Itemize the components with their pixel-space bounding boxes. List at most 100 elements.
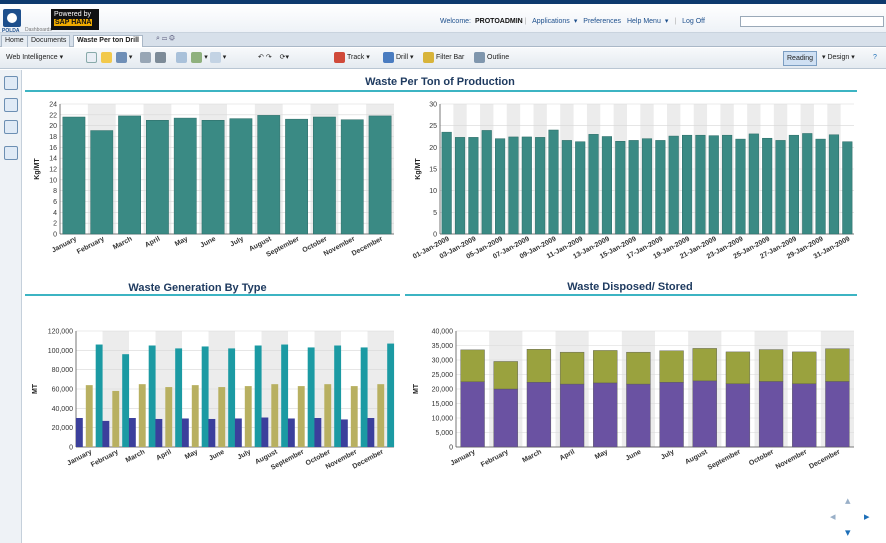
stacked-bar-segment[interactable] bbox=[460, 381, 485, 448]
bar[interactable] bbox=[173, 117, 197, 235]
help-menu[interactable]: Help Menu bbox=[626, 18, 661, 25]
stacked-bar-segment[interactable] bbox=[593, 350, 618, 384]
track-button[interactable]: Track ▾ bbox=[334, 51, 370, 66]
stacked-bar-segment[interactable] bbox=[626, 383, 651, 448]
stacked-bar-segment[interactable] bbox=[659, 382, 684, 448]
stacked-bar-segment[interactable] bbox=[526, 382, 552, 448]
bar[interactable] bbox=[201, 120, 225, 235]
stacked-bar-segment[interactable] bbox=[758, 381, 784, 448]
bar[interactable] bbox=[735, 138, 746, 235]
bar[interactable] bbox=[788, 134, 799, 235]
stacked-bar-segment[interactable] bbox=[792, 351, 817, 384]
grouped-bar[interactable] bbox=[112, 390, 120, 447]
tab-documents[interactable]: Documents bbox=[27, 35, 71, 47]
bar[interactable] bbox=[62, 116, 86, 235]
grouped-bar[interactable] bbox=[85, 385, 93, 447]
bar[interactable] bbox=[815, 138, 826, 235]
save-icon[interactable] bbox=[115, 51, 127, 63]
bar[interactable] bbox=[313, 116, 336, 235]
data-icon[interactable] bbox=[4, 146, 18, 160]
undo-icon[interactable]: ↶ bbox=[258, 54, 264, 61]
refresh-icon[interactable]: ⟳ bbox=[279, 54, 286, 61]
bar[interactable] bbox=[682, 134, 693, 235]
bar[interactable] bbox=[90, 130, 114, 235]
grouped-bar[interactable] bbox=[334, 345, 342, 448]
drill-button[interactable]: Drill ▾ bbox=[383, 51, 414, 66]
grouped-bar[interactable] bbox=[387, 343, 395, 447]
grouped-bar[interactable] bbox=[340, 419, 348, 447]
bar[interactable] bbox=[828, 134, 840, 235]
redo-icon[interactable]: ↷ bbox=[265, 54, 272, 61]
undo-history-icon[interactable] bbox=[176, 51, 188, 63]
preferences-link[interactable]: Preferences bbox=[583, 18, 622, 25]
bar[interactable] bbox=[615, 141, 626, 235]
outline-button[interactable]: Outline bbox=[474, 51, 509, 66]
bar[interactable] bbox=[775, 140, 786, 235]
bar[interactable] bbox=[722, 134, 733, 235]
grouped-bar[interactable] bbox=[314, 418, 322, 447]
grouped-bar[interactable] bbox=[228, 348, 236, 447]
bar[interactable] bbox=[561, 140, 572, 235]
stacked-bar-segment[interactable] bbox=[758, 349, 784, 382]
scroll-up-icon[interactable]: ▴ bbox=[845, 495, 851, 507]
bar[interactable] bbox=[521, 136, 532, 235]
chevron-down-icon[interactable]: ▾ bbox=[664, 18, 669, 25]
bar[interactable] bbox=[655, 140, 666, 235]
applications-menu[interactable]: Applications bbox=[532, 18, 570, 25]
bar[interactable] bbox=[285, 118, 308, 235]
grouped-bar[interactable] bbox=[218, 387, 226, 447]
reading-mode-button[interactable]: Reading bbox=[783, 51, 818, 66]
web-intelligence-menu[interactable]: Web Intelligence ▾ bbox=[6, 54, 64, 61]
bar[interactable] bbox=[454, 137, 466, 235]
grouped-bar[interactable] bbox=[281, 344, 289, 447]
grouped-bar[interactable] bbox=[175, 348, 183, 447]
bar[interactable] bbox=[601, 136, 612, 235]
bar[interactable] bbox=[628, 140, 639, 235]
bar[interactable] bbox=[668, 135, 679, 235]
grouped-bar[interactable] bbox=[181, 418, 189, 447]
document-structure-icon[interactable] bbox=[4, 76, 18, 90]
minimize-icon[interactable]: ▭ bbox=[161, 35, 168, 42]
tab-home[interactable]: Home bbox=[1, 35, 28, 47]
input-controls-icon[interactable] bbox=[4, 120, 18, 134]
stacked-bar-segment[interactable] bbox=[559, 351, 585, 385]
bar[interactable] bbox=[641, 138, 653, 235]
grouped-bar[interactable] bbox=[360, 347, 368, 447]
stacked-bar-segment[interactable] bbox=[792, 383, 817, 448]
bar[interactable] bbox=[481, 130, 492, 235]
bar[interactable] bbox=[468, 137, 479, 235]
search-input[interactable] bbox=[740, 16, 884, 27]
bar[interactable] bbox=[257, 115, 281, 235]
bar[interactable] bbox=[495, 138, 506, 235]
bar[interactable] bbox=[708, 135, 719, 235]
scroll-left-icon[interactable]: ◂ bbox=[830, 511, 836, 523]
view-structure-icon[interactable] bbox=[209, 51, 221, 63]
grouped-bar[interactable] bbox=[297, 386, 305, 447]
grouped-bar[interactable] bbox=[234, 418, 242, 447]
find-icon[interactable] bbox=[155, 51, 167, 63]
grouped-bar[interactable] bbox=[155, 418, 163, 447]
stacked-bar-segment[interactable] bbox=[526, 349, 552, 383]
grouped-bar[interactable] bbox=[191, 385, 199, 447]
export-icon[interactable] bbox=[191, 51, 203, 63]
bar[interactable] bbox=[368, 115, 392, 235]
bar[interactable] bbox=[146, 120, 169, 235]
grouped-bar[interactable] bbox=[271, 384, 279, 447]
bar[interactable] bbox=[118, 115, 141, 235]
log-off-link[interactable]: Log Off bbox=[682, 18, 705, 25]
bar[interactable] bbox=[695, 134, 706, 235]
grouped-bar[interactable] bbox=[261, 417, 269, 447]
pin-icon[interactable]: ⌕ bbox=[156, 35, 160, 42]
stacked-bar-segment[interactable] bbox=[460, 349, 485, 382]
grouped-bar[interactable] bbox=[244, 386, 252, 447]
stacked-bar-segment[interactable] bbox=[493, 388, 518, 448]
bar[interactable] bbox=[548, 129, 559, 235]
print-icon[interactable] bbox=[140, 51, 152, 63]
grouped-bar[interactable] bbox=[324, 384, 332, 447]
stacked-bar-segment[interactable] bbox=[626, 351, 651, 385]
grouped-bar[interactable] bbox=[201, 346, 209, 447]
bar[interactable] bbox=[802, 133, 813, 235]
grouped-bar[interactable] bbox=[75, 418, 83, 447]
grouped-bar[interactable] bbox=[287, 418, 295, 447]
scroll-down-icon[interactable]: ▾ bbox=[845, 527, 851, 539]
